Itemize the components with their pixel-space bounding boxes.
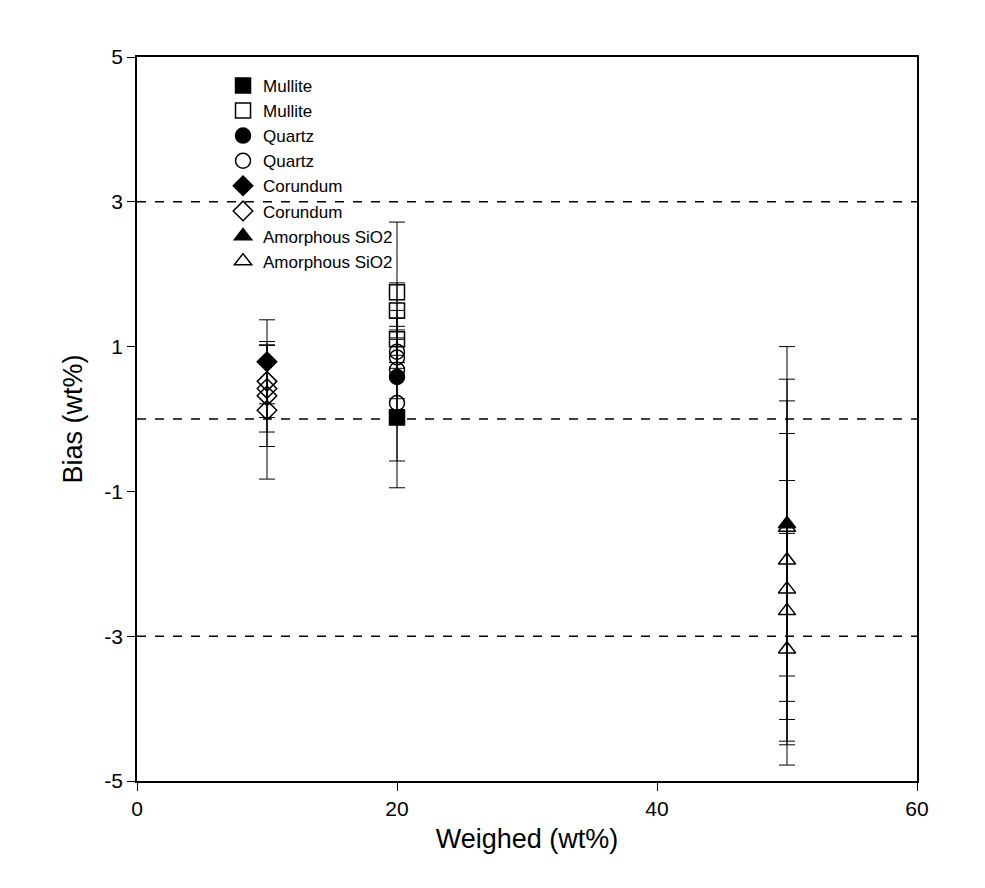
svg-text:Mullite: Mullite [263,102,312,121]
svg-text:Quartz: Quartz [263,152,314,171]
svg-text:Amorphous SiO2: Amorphous SiO2 [263,228,392,247]
svg-text:Corundum: Corundum [263,177,342,196]
svg-text:Amorphous SiO2: Amorphous SiO2 [263,253,392,272]
svg-text:Mullite: Mullite [263,77,312,96]
svg-text:0: 0 [131,797,143,820]
svg-text:Quartz: Quartz [263,127,314,146]
svg-text:Corundum: Corundum [263,203,342,222]
svg-text:5: 5 [111,45,123,68]
svg-text:-3: -3 [104,625,123,648]
svg-text:1: 1 [111,335,123,358]
svg-text:3: 3 [111,190,123,213]
svg-text:Bias (wt%): Bias (wt%) [58,354,88,483]
svg-text:-5: -5 [104,769,123,792]
svg-text:20: 20 [385,797,408,820]
svg-text:-1: -1 [104,480,123,503]
svg-text:40: 40 [645,797,668,820]
svg-text:60: 60 [905,797,928,820]
svg-text:Weighed (wt%): Weighed (wt%) [436,824,619,854]
